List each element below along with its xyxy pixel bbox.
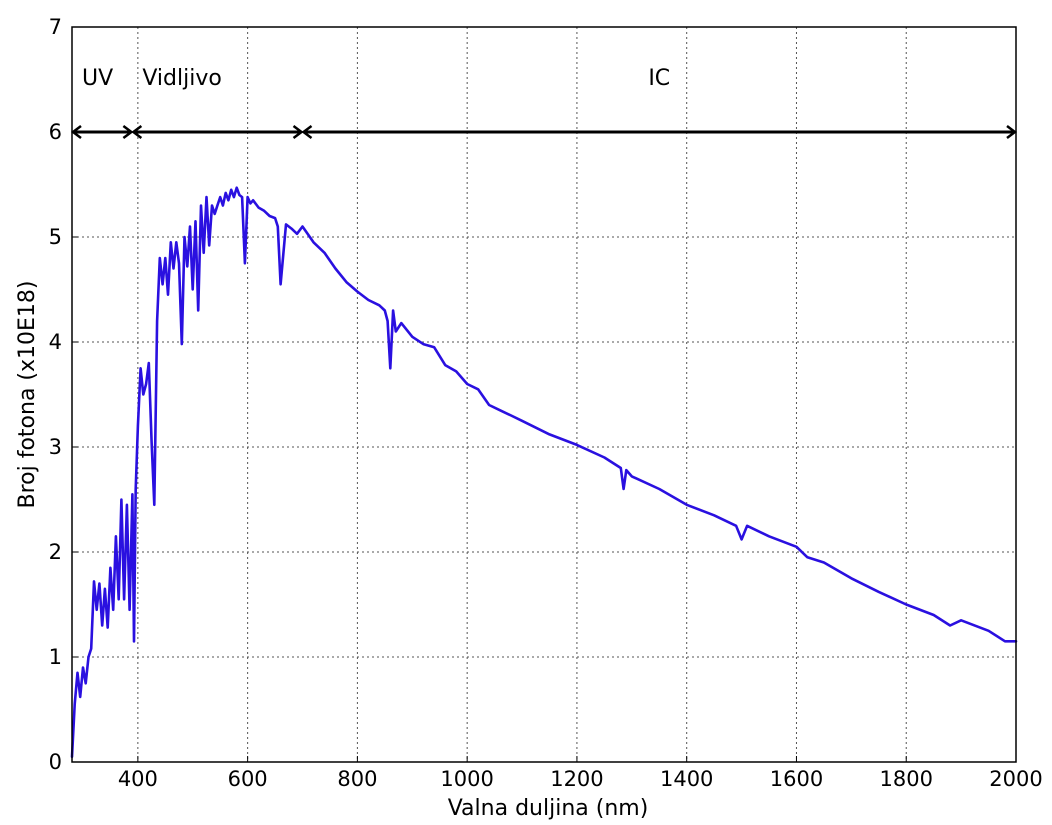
y-tick-label: 2	[49, 540, 62, 564]
x-axis-title: Valna duljina (nm)	[448, 796, 649, 821]
x-tick-label: 600	[228, 767, 268, 791]
region-arrowhead-left	[301, 125, 313, 139]
plot-frame	[71, 26, 1017, 763]
x-tick-label: 1200	[550, 767, 603, 791]
y-tick-label: 0	[49, 750, 62, 774]
region-arrowhead-left	[131, 125, 143, 139]
y-axis-title: Broj fotona (x10E18)	[15, 280, 40, 508]
region-arrowhead-right	[1006, 125, 1018, 139]
y-tick-label: 3	[49, 435, 62, 459]
region-label: UV	[82, 66, 113, 91]
x-tick-label: 400	[118, 767, 158, 791]
x-tick-label: 800	[337, 767, 377, 791]
x-tick-label: 1600	[770, 767, 823, 791]
x-tick-label: 1800	[880, 767, 933, 791]
region-ic-annotation: IC	[301, 66, 1018, 139]
x-tick-label: 2000	[989, 767, 1042, 791]
x-tick-label: 1000	[440, 767, 493, 791]
y-tick-label: 4	[49, 330, 62, 354]
series-layer	[70, 186, 1018, 759]
y-tick-label: 6	[49, 120, 62, 144]
axis-ticks: 400 600 800 1000 1200 1400 1600 1800 2000 0 1 2 3 4 5 6…	[49, 15, 1043, 791]
x-tick-label: 1400	[660, 767, 713, 791]
region-label: IC	[648, 66, 670, 91]
y-tick-label: 1	[49, 645, 62, 669]
spectrum-series-line	[70, 186, 1018, 759]
y-tick-label: 7	[49, 15, 62, 39]
y-tick-label: 5	[49, 225, 62, 249]
region-label: Vidljivo	[142, 66, 221, 91]
region-annotations: UV Vidljivo IC	[70, 66, 1018, 139]
